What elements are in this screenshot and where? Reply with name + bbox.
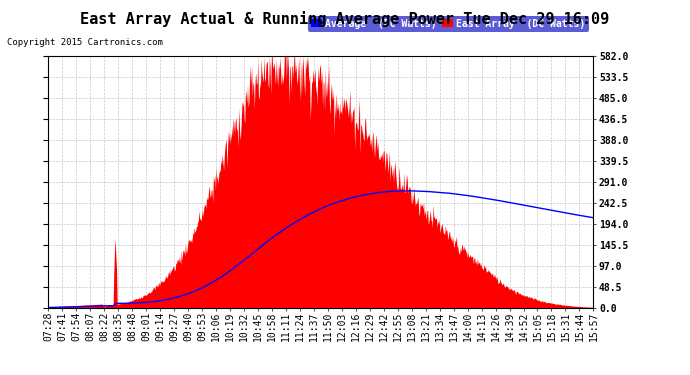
Legend: Average  (DC Watts), East Array  (DC Watts): Average (DC Watts), East Array (DC Watts… — [308, 16, 589, 32]
Text: Copyright 2015 Cartronics.com: Copyright 2015 Cartronics.com — [7, 38, 163, 47]
Text: East Array Actual & Running Average Power Tue Dec 29 16:09: East Array Actual & Running Average Powe… — [80, 11, 610, 27]
